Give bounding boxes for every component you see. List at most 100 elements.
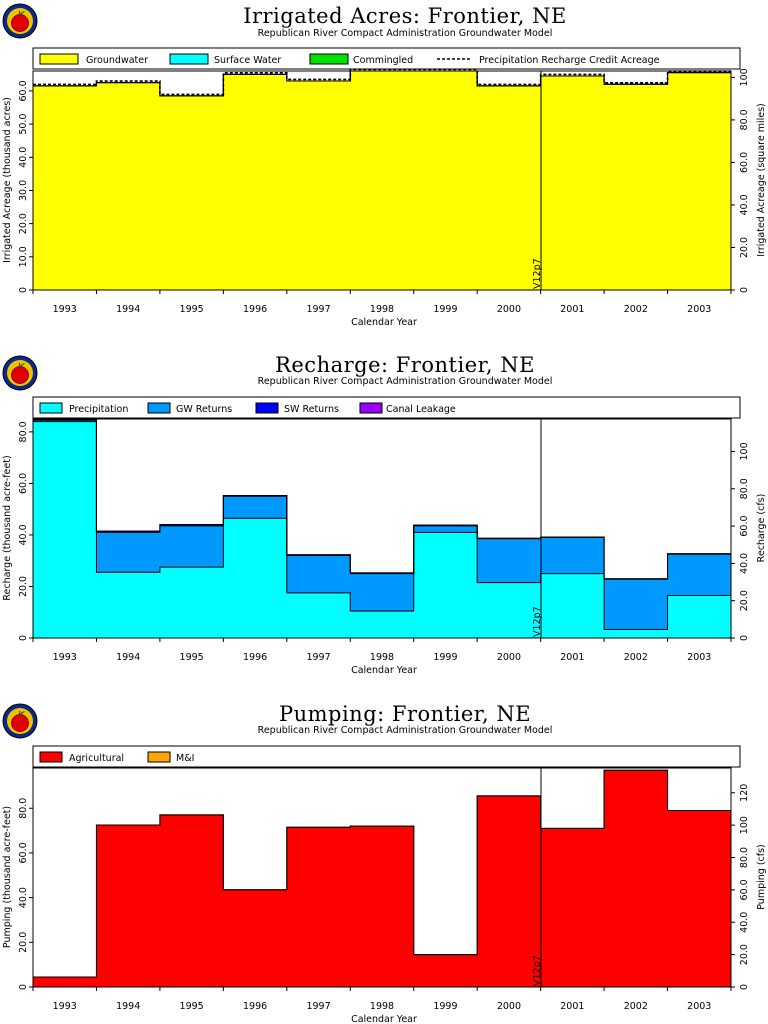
- y-axis-title-left: Irrigated Acreage (thousand acres): [2, 97, 13, 263]
- area-segment: [223, 518, 288, 638]
- area-segment: [159, 814, 224, 987]
- x-tick-label: 2001: [560, 304, 584, 315]
- x-tick-label: 1994: [116, 304, 140, 315]
- y-tick-label-right: 80.0: [739, 109, 750, 130]
- area-segment: [350, 71, 415, 290]
- x-tick-label: 2003: [687, 652, 711, 663]
- y-tick-label-right: 120: [739, 784, 750, 802]
- area-segment: [33, 421, 97, 638]
- y-tick-label-right: 0: [739, 635, 750, 641]
- version-marker-label: V12p7: [532, 606, 543, 637]
- y-tick-label-left: 20.0: [18, 213, 29, 234]
- area-segment: [667, 810, 732, 987]
- x-tick-label: 1995: [180, 1001, 204, 1012]
- area-segment: [96, 82, 161, 290]
- y-tick-label-left: 50.0: [18, 114, 29, 135]
- area-segment: [667, 554, 732, 596]
- legend-swatch: [147, 751, 171, 763]
- y-axis-title-right: Recharge (cfs): [756, 494, 767, 563]
- x-tick-label: 1997: [306, 1001, 330, 1012]
- y-tick-label-right: 40.0: [739, 912, 750, 933]
- area-segment: [223, 74, 288, 290]
- x-tick-label: 1996: [243, 1001, 267, 1012]
- area-segment: [286, 555, 351, 593]
- legend-label: M&I: [176, 753, 194, 764]
- area-segment: [350, 573, 415, 611]
- legend-swatch: [309, 53, 349, 65]
- x-tick-label: 2000: [497, 1001, 521, 1012]
- legend-label: Canal Leakage: [386, 404, 456, 415]
- legend-box: [32, 47, 741, 70]
- pumping-panel: Pumping: Frontier, NE Republican River C…: [2, 702, 767, 1024]
- area-segment: [604, 629, 668, 638]
- x-axis-title: Calendar Year: [351, 1014, 417, 1024]
- area-segment: [223, 496, 288, 519]
- area-segment: [667, 72, 732, 290]
- x-tick-label: 1997: [306, 304, 330, 315]
- legend-label: SW Returns: [284, 404, 339, 415]
- y-tick-label-left: 0: [18, 635, 29, 641]
- y-tick-label-right: 20.0: [739, 237, 750, 258]
- area-segment: [477, 538, 542, 583]
- x-axis-title: Calendar Year: [351, 317, 417, 328]
- plot-frame: [32, 767, 732, 988]
- legend-swatch: [359, 402, 383, 414]
- series-outline: [33, 419, 731, 580]
- legend-swatch: [39, 751, 63, 763]
- area-segment: [33, 976, 97, 987]
- y-tick-label-left: 20.0: [18, 932, 29, 953]
- y-tick-label-right: 100: [739, 816, 750, 834]
- x-tick-label: 1995: [180, 652, 204, 663]
- area-segment: [604, 770, 668, 987]
- chart-title: Irrigated Acres: Frontier, NE: [243, 4, 567, 28]
- area-segment: [540, 573, 605, 638]
- version-marker-label: V12p7: [532, 258, 543, 289]
- y-tick-label-left: 0: [18, 984, 29, 990]
- legend-swatch: [255, 402, 279, 414]
- area-segment: [159, 524, 224, 526]
- area-segment: [413, 71, 478, 290]
- y-tick-label-right: 20.0: [739, 590, 750, 611]
- x-tick-label: 1994: [116, 1001, 140, 1012]
- irrigated-acres-panel: Irrigated Acres: Frontier, NE Republican…: [2, 3, 767, 328]
- x-tick-label: 1998: [370, 1001, 394, 1012]
- legend-label: Surface Water: [214, 55, 281, 66]
- y-tick-label-left: 0: [18, 287, 29, 293]
- chart-title: Pumping: Frontier, NE: [279, 702, 531, 726]
- area-segment: [96, 531, 161, 533]
- y-tick-label-right: 80.0: [739, 478, 750, 499]
- y-tick-label-right: 100: [739, 68, 750, 86]
- area-segment: [286, 592, 351, 638]
- legend-box: [32, 396, 741, 419]
- area-segment: [159, 95, 224, 290]
- chart-title: Recharge: Frontier, NE: [275, 353, 535, 377]
- y-tick-label-right: 100: [739, 442, 750, 460]
- y-axis-title-right: Irrigated Acreage (square miles): [756, 103, 767, 257]
- y-tick-label-right: 40.0: [739, 194, 750, 215]
- x-tick-label: 1999: [433, 304, 457, 315]
- area-segment: [540, 75, 605, 290]
- area-segment: [33, 85, 97, 291]
- version-marker-label: V12p7: [532, 955, 543, 986]
- x-tick-label: 2000: [497, 304, 521, 315]
- x-tick-label: 1994: [116, 652, 140, 663]
- y-tick-label-left: 60.0: [18, 842, 29, 863]
- area-segment: [413, 954, 478, 987]
- x-tick-label: 2002: [624, 652, 648, 663]
- x-tick-label: 2003: [687, 304, 711, 315]
- area-segment: [540, 537, 605, 574]
- legend-label: Agricultural: [69, 753, 124, 764]
- y-tick-label-left: 10.0: [18, 246, 29, 267]
- area-segment: [350, 610, 415, 638]
- x-tick-label: 2000: [497, 652, 521, 663]
- x-tick-label: 2002: [624, 1001, 648, 1012]
- x-tick-label: 1995: [180, 304, 204, 315]
- legend-label: Precipitation: [69, 404, 128, 415]
- plot-frame: [32, 418, 732, 639]
- area-segment: [96, 532, 161, 573]
- area-segment: [350, 826, 415, 987]
- legend-swatch: [147, 402, 171, 414]
- area-segment: [413, 532, 478, 638]
- chart-subtitle: Republican River Compact Administration …: [258, 725, 553, 736]
